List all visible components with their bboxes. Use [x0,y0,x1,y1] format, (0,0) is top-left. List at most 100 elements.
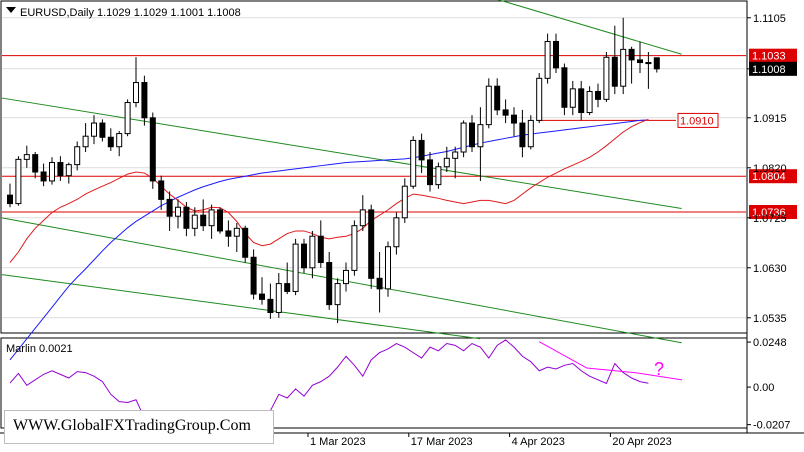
candle-body [502,109,509,116]
moving-averages [9,118,649,361]
candle-body [359,209,366,227]
y-tick-label: 1.0725 [753,213,787,225]
candle-body [536,77,543,121]
candle-body [519,122,526,148]
candle-body [637,59,643,64]
symbol-info: EURUSD,Daily 1.1029 1.1029 1.1001 1.1008 [20,7,241,19]
candle-body [15,158,22,205]
dropdown-triangle-icon[interactable] [6,7,16,13]
candle-body [49,162,55,182]
marlin-tick-label: -0.0207 [753,420,790,432]
y-tick-label: 1.1105 [753,13,786,25]
question-mark-annotation: ? [654,359,664,379]
candle-body [242,227,249,258]
candle-body [23,154,30,160]
candle-body [469,122,475,148]
x-tick-label: 1 Mar 2023 [310,436,366,448]
candle-body [175,206,181,217]
candle-body [133,82,139,104]
y-tick-label: 1.0630 [753,263,787,275]
candle-body [595,90,601,100]
candle-body [435,166,442,186]
candle-body [116,133,123,148]
candle-body [292,243,299,292]
candle-body [343,269,349,285]
marlin-indicator: 0.0248 0.00 -0.0207 [9,337,790,432]
candle-body [267,298,274,314]
candle-body [217,209,223,232]
marlin-tick-label: 0.00 [753,382,774,394]
candle-body [578,88,585,114]
candle-body [233,227,240,237]
candle-body [250,256,257,295]
candle-body [427,159,433,186]
indicator-label: Marlin 0.0021 [6,343,73,355]
divergence-line [538,341,683,381]
candle-body [494,85,501,111]
level-box [677,112,719,128]
candle-body [57,162,64,177]
y-tick-label: 1.0915 [753,113,787,125]
candle-body [628,48,635,61]
marlin-tick-label: 0.0248 [753,337,787,349]
candle-body [368,209,375,279]
level-label: 1.0804 [752,171,786,183]
channel-line [497,0,682,55]
moving-average-blue [9,119,649,361]
candle-body [166,198,173,217]
candle-body [317,235,324,264]
candle-body [452,151,459,159]
candle-body [32,154,39,173]
candle-body [40,171,47,182]
y-tick-label: 1.0535 [753,313,787,325]
level-label: 1.0736 [752,207,786,219]
candle-body [7,194,13,205]
candle-body [191,214,198,229]
marlin-line [9,339,649,428]
candle-body [603,56,610,100]
support-resistance-levels: 1.1033 1.0910 1.0804 1.0736 [2,48,797,219]
x-tick-label: 17 Mar 2023 [411,436,473,448]
candle-body [141,82,148,119]
candle-body [326,262,333,306]
candle-body [653,57,660,70]
axis-labels: 1.1105 1.1008 1.0915 1.0820 1.0725 1.0630 1.05… [307,13,797,448]
candle-body [82,135,89,148]
candle-body [309,235,316,269]
channel-line [1,97,682,210]
current-price-label: 1.1008 [752,64,786,76]
candle-body [376,277,383,290]
candle-body [91,122,97,137]
candle-body [385,246,391,290]
candle-body [393,217,400,248]
candle-body [485,85,492,126]
watermark-box: WWW.GlobalFXTradingGroup.Com [4,410,274,444]
y-tick-label: 1.0820 [753,163,787,175]
candle-body [410,139,417,187]
watermark-text: WWW.GlobalFXTradingGroup.Com [13,417,251,434]
candle-body [284,283,291,292]
candle-body [561,67,568,108]
candle-body [275,283,282,314]
level-label: 1.0910 [680,115,714,127]
candle-body [259,293,265,300]
level-box [749,169,797,184]
candles [7,17,660,324]
candle-body [620,48,627,87]
candle-body [586,90,593,114]
candle-body [107,136,114,148]
level-label: 1.1033 [752,51,786,63]
candle-body [569,88,576,108]
candle-body [149,117,156,182]
candle-body [418,139,425,161]
candle-body [200,214,207,227]
candle-body [401,185,408,219]
candle-body [183,206,190,229]
candle-body [645,62,652,65]
candle-body [99,122,106,138]
candle-body [208,209,215,227]
level-box [749,48,797,63]
candle-body [511,114,517,124]
